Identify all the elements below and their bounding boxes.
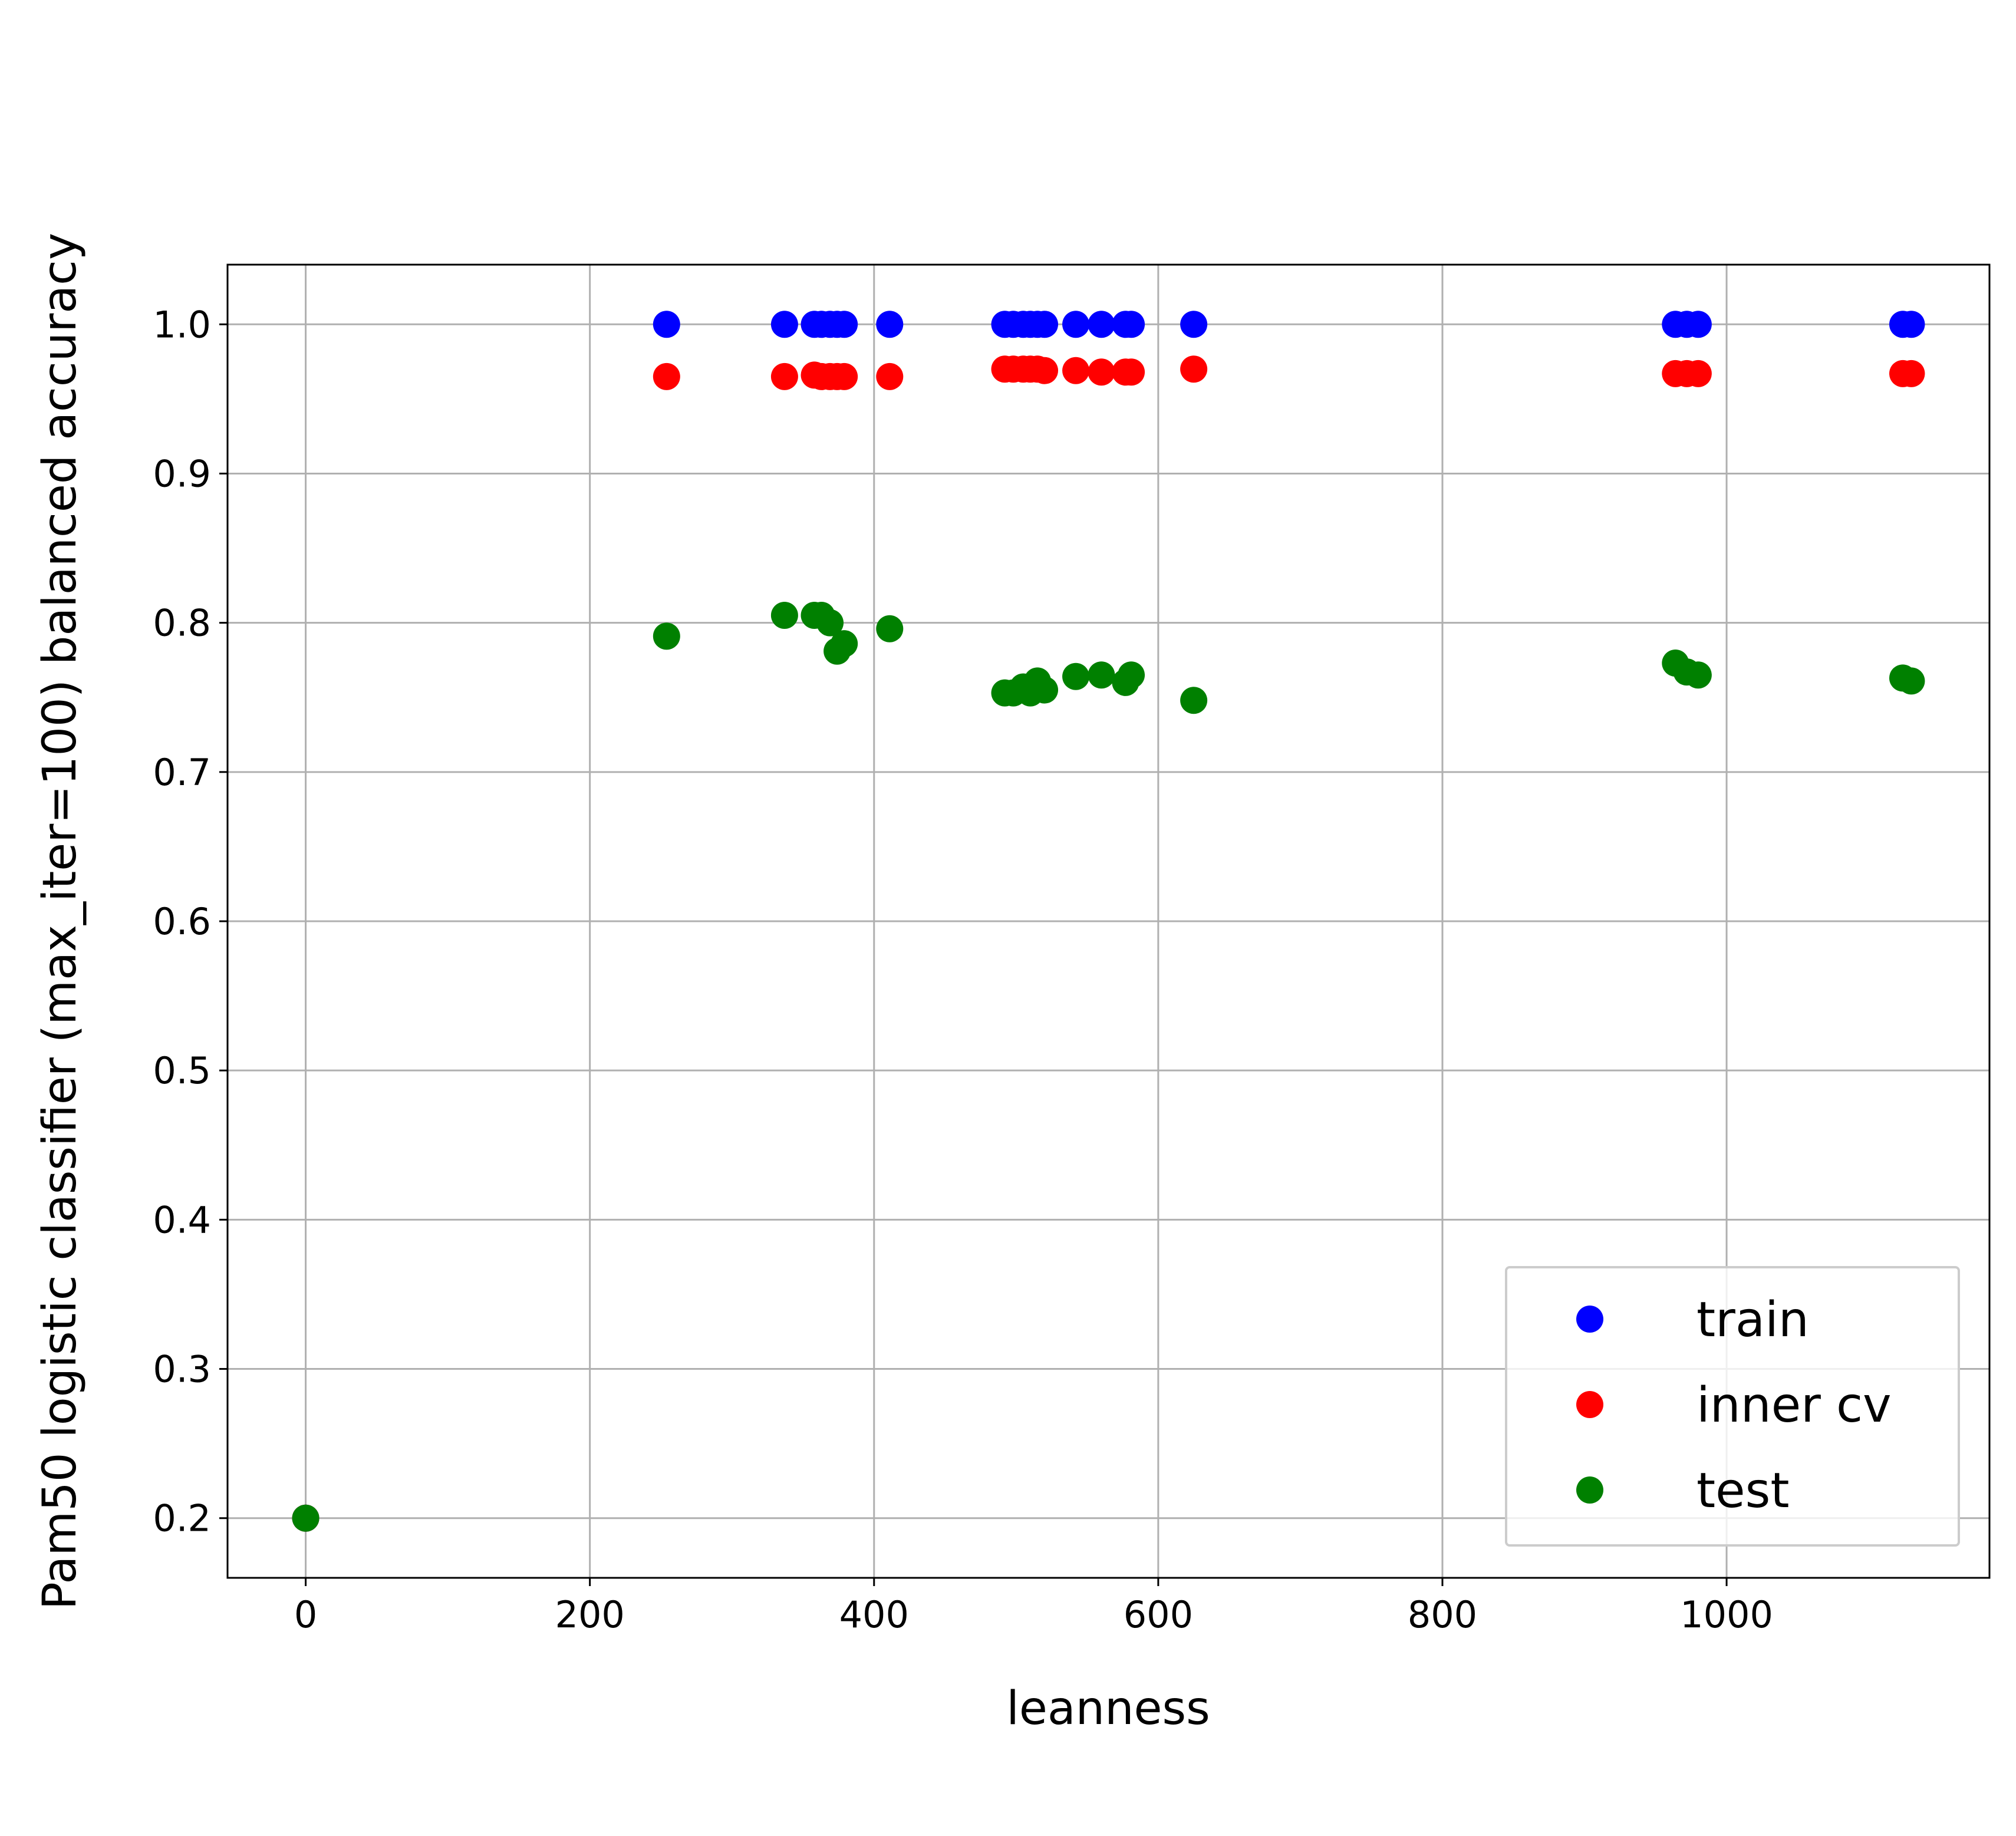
train-point — [1062, 311, 1090, 338]
inner-cv-point — [1062, 357, 1090, 384]
test-point — [1180, 687, 1208, 714]
test-point — [1062, 662, 1090, 690]
y-tick-label: 0.5 — [153, 1049, 211, 1092]
test-point — [1088, 661, 1115, 689]
y-tick-label: 0.4 — [153, 1198, 211, 1241]
y-tick-label: 0.3 — [153, 1348, 211, 1391]
test-point — [1898, 667, 1925, 695]
train-point — [1684, 311, 1712, 338]
y-tick-label: 1.0 — [153, 303, 211, 346]
train-point — [653, 311, 680, 338]
data-points — [292, 311, 1925, 1532]
inner-cv-point — [1898, 360, 1925, 387]
test-point — [770, 601, 798, 629]
train-point — [876, 311, 904, 338]
y-tick-label: 0.7 — [153, 751, 211, 794]
train-point — [831, 311, 858, 338]
train-point — [1118, 311, 1145, 338]
train-point — [1180, 311, 1208, 338]
train-point — [770, 311, 798, 338]
y-axis-label: Pam50 logistic classifier (max_iter=100)… — [34, 233, 87, 1610]
inner-cv-point — [1118, 358, 1145, 386]
inner-cv-point — [1088, 358, 1115, 386]
test-point — [653, 622, 680, 650]
inner-cv-point — [876, 362, 904, 390]
x-tick-label: 200 — [555, 1593, 625, 1636]
legend-marker-train — [1576, 1306, 1603, 1333]
x-axis-label: leanness — [1006, 1682, 1210, 1735]
test-point — [1684, 661, 1712, 689]
legend-marker-inner-cv — [1576, 1391, 1603, 1418]
x-tick-label: 400 — [839, 1593, 909, 1636]
x-tick-label: 0 — [294, 1593, 317, 1636]
x-tick-label: 600 — [1124, 1593, 1193, 1636]
test-point — [1118, 661, 1145, 689]
y-tick-label: 0.8 — [153, 602, 211, 645]
axis-ticks: 0 200 400 600 800 1000 0.2 0.3 0.4 0.5 0.6 0.7 0.8 0.… — [153, 303, 1773, 1636]
grid — [228, 265, 1989, 1578]
legend: train inner cv test — [1505, 1266, 1960, 1547]
legend-label-test: test — [1697, 1463, 1789, 1519]
inner-cv-point — [1031, 357, 1059, 384]
x-tick-label: 1000 — [1680, 1593, 1773, 1636]
legend-label-train: train — [1697, 1292, 1809, 1348]
y-tick-label: 0.6 — [153, 900, 211, 943]
inner-cv-point — [831, 362, 858, 390]
test-point — [816, 609, 844, 637]
x-tick-label: 800 — [1408, 1593, 1477, 1636]
inner-cv-point — [770, 362, 798, 390]
inner-cv-point — [653, 362, 680, 390]
test-point — [831, 630, 858, 658]
legend-marker-test — [1576, 1476, 1603, 1504]
test-point — [1031, 676, 1059, 704]
train-point — [1031, 311, 1059, 338]
y-tick-label: 0.2 — [153, 1497, 211, 1540]
test-point — [292, 1504, 319, 1532]
train-point — [1088, 311, 1115, 338]
legend-box — [1505, 1266, 1960, 1547]
inner-cv-point — [1684, 360, 1712, 387]
test-point — [876, 615, 904, 642]
train-point — [1898, 311, 1925, 338]
y-tick-label: 0.9 — [153, 452, 211, 495]
inner-cv-point — [1180, 355, 1208, 383]
legend-label-inner-cv: inner cv — [1697, 1377, 1892, 1433]
